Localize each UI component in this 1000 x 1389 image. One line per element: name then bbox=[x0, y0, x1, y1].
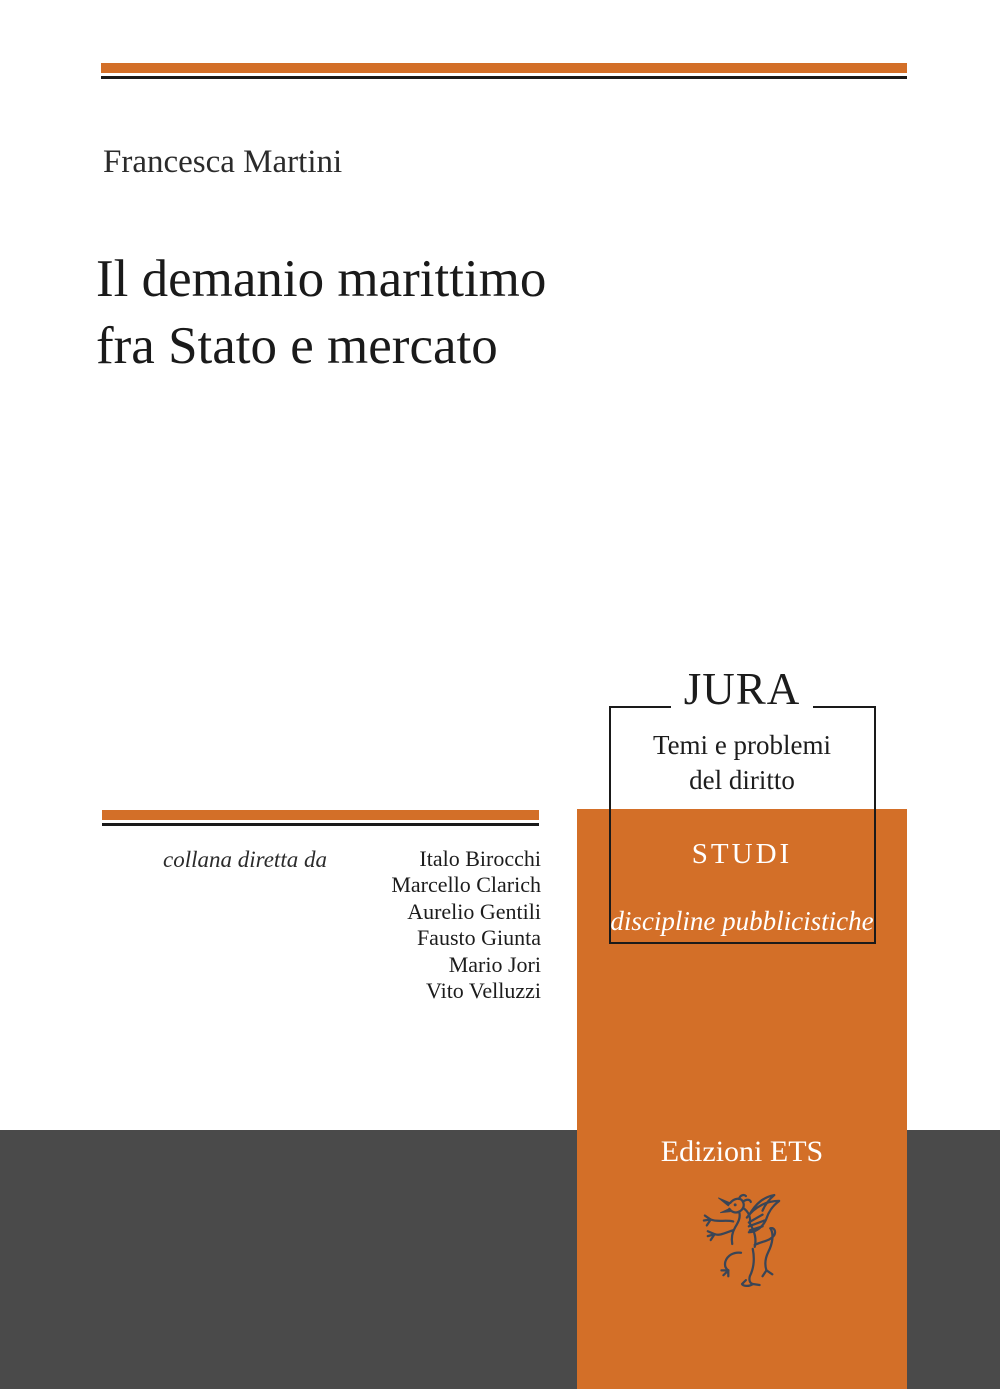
book-title: Il demanio marittimo fra Stato e mercato bbox=[96, 246, 546, 380]
editor-name: Marcello Clarich bbox=[391, 872, 541, 898]
editors-label: collana diretta da bbox=[163, 847, 327, 872]
title-line-2: fra Stato e mercato bbox=[96, 317, 498, 375]
series-subtitle-line-2: del diritto bbox=[689, 765, 795, 795]
orange-bar bbox=[102, 810, 539, 820]
series-orange-panel bbox=[577, 809, 907, 1389]
editors-name-list: Italo Birocchi Marcello Clarich Aurelio … bbox=[300, 846, 541, 1004]
black-line bbox=[102, 823, 539, 826]
publisher-name: Edizioni ETS bbox=[660, 1135, 824, 1168]
series-name: JURA bbox=[610, 664, 874, 714]
author-name: Francesca Martini bbox=[103, 144, 343, 180]
griffin-icon bbox=[698, 1192, 786, 1292]
series-name-label: JURA bbox=[670, 664, 814, 714]
middle-divider-rule bbox=[102, 810, 539, 826]
series-subtitle: Temi e problemi del diritto bbox=[610, 728, 874, 798]
editor-name: Vito Velluzzi bbox=[426, 978, 541, 1004]
title-line-1: Il demanio marittimo bbox=[96, 250, 547, 308]
editor-name: Aurelio Gentili bbox=[407, 898, 541, 924]
orange-bar bbox=[101, 63, 907, 73]
black-line bbox=[101, 76, 907, 79]
editor-name: Italo Birocchi bbox=[419, 846, 541, 871]
series-subtitle-line-1: Temi e problemi bbox=[652, 730, 832, 760]
series-subsection: discipline pubblicistiche bbox=[610, 906, 874, 936]
editor-name: Mario Jori bbox=[448, 951, 541, 977]
editor-name: Fausto Giunta bbox=[416, 925, 541, 951]
top-divider-rule bbox=[101, 63, 907, 79]
series-section: STUDI bbox=[691, 838, 793, 870]
